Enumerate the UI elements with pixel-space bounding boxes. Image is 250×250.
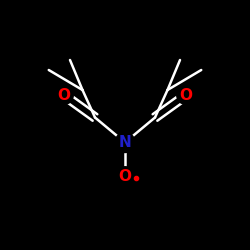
Text: O: O <box>118 169 132 184</box>
Circle shape <box>115 132 135 152</box>
Circle shape <box>177 86 196 104</box>
Text: O: O <box>180 88 193 102</box>
Text: N: N <box>119 135 132 150</box>
Circle shape <box>54 86 73 104</box>
Circle shape <box>116 167 134 186</box>
Text: O: O <box>57 88 70 102</box>
